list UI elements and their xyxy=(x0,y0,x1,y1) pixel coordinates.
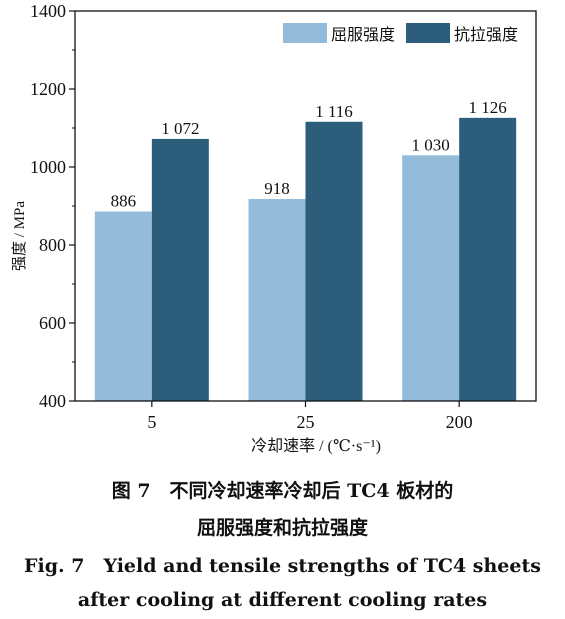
data-label-tensile-5: 1 072 xyxy=(161,119,199,138)
y-axis-label: 强度 / MPa xyxy=(11,201,28,271)
legend-swatch-yield xyxy=(283,23,327,43)
bar-tensile-25 xyxy=(305,121,363,401)
y-tick-label-1200: 1200 xyxy=(30,79,66,99)
y-tick-label-1000: 1000 xyxy=(30,157,66,177)
bar-chart: 886 1 072 918 1 116 1 030 1 126 5 25 200 400 600 8… xyxy=(11,1,537,455)
data-label-tensile-200: 1 126 xyxy=(469,98,507,117)
figure-caption-cn-line2: 屈服强度和抗拉强度 xyxy=(196,517,368,539)
bar-yield-200 xyxy=(402,155,460,401)
bars-group xyxy=(94,117,517,402)
y-tick-label-600: 600 xyxy=(39,313,66,333)
axes: 5 25 200 400 600 800 1000 1200 1400 xyxy=(30,1,537,432)
data-label-yield-200: 1 030 xyxy=(412,135,450,154)
bar-tensile-5 xyxy=(151,138,209,402)
bar-tensile-200 xyxy=(459,117,517,402)
bar-yield-5 xyxy=(94,211,152,401)
bar-value-labels: 886 1 072 918 1 116 1 030 1 126 xyxy=(111,98,507,211)
data-label-tensile-25: 1 116 xyxy=(315,102,353,121)
legend-swatch-tensile xyxy=(406,23,450,43)
data-label-yield-25: 918 xyxy=(264,179,290,198)
y-tick-label-1400: 1400 xyxy=(30,1,66,21)
legend-label-yield: 屈服强度 xyxy=(331,26,395,44)
x-axis-label: 冷却速率 / (℃·s⁻¹) xyxy=(251,437,381,455)
x-tick-label-200: 200 xyxy=(446,412,473,432)
y-tick-label-800: 800 xyxy=(39,235,66,255)
legend: 屈服强度 抗拉强度 xyxy=(283,23,518,44)
data-label-yield-5: 886 xyxy=(111,191,137,210)
legend-label-tensile: 抗拉强度 xyxy=(454,26,518,44)
figure-caption-en-line1: Fig. 7 Yield and tensile strengths of TC… xyxy=(24,555,541,577)
x-tick-label-5: 5 xyxy=(147,412,156,432)
bar-yield-25 xyxy=(248,198,306,401)
y-tick-label-400: 400 xyxy=(39,391,66,411)
figure-caption-en-line2: after cooling at different cooling rates xyxy=(77,589,488,611)
figure-caption-cn-line1: 图 7 不同冷却速率冷却后 TC4 板材的 xyxy=(111,480,454,502)
x-tick-label-25: 25 xyxy=(297,412,315,432)
